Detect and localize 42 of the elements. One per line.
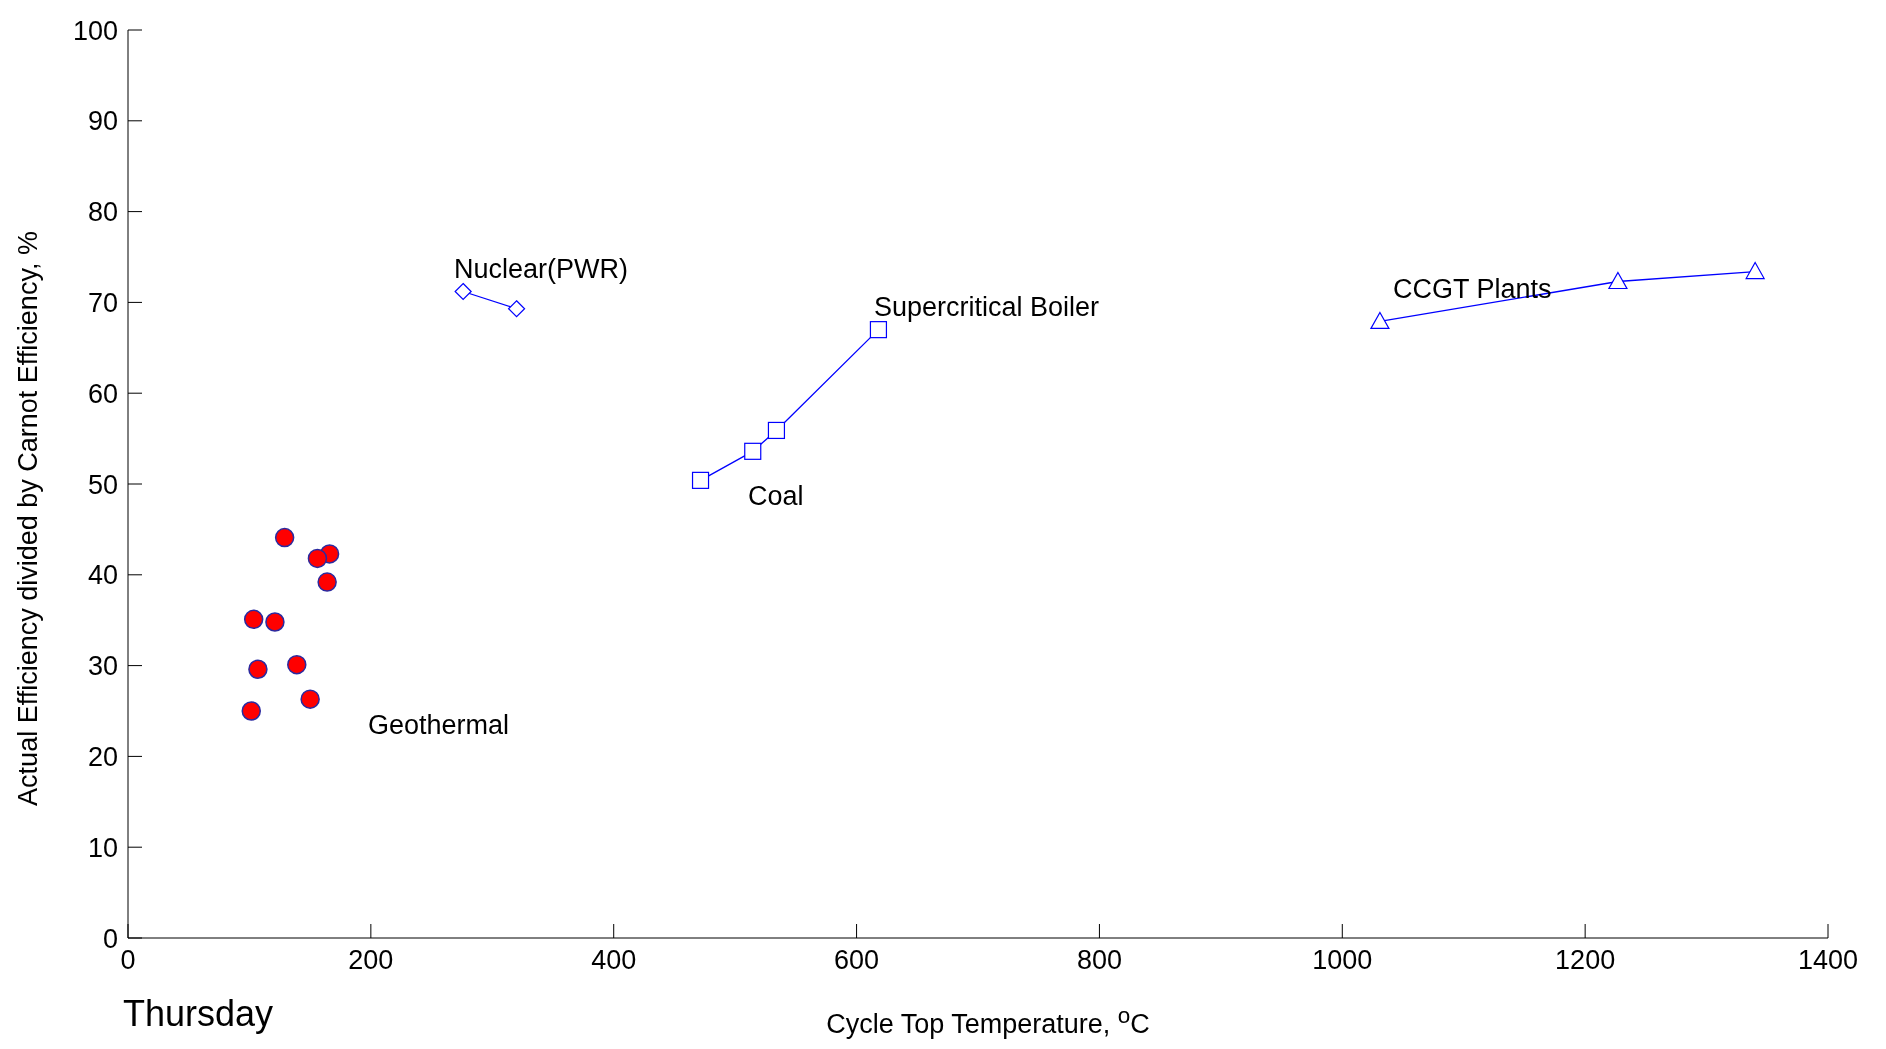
y-tick-label: 80 <box>87 197 118 228</box>
point <box>1370 311 1390 330</box>
x-tick-label: 600 <box>834 945 880 976</box>
text: Thursday <box>123 993 274 1035</box>
point <box>265 612 285 632</box>
y-tick-label: 10 <box>87 832 118 863</box>
point <box>307 548 328 569</box>
y-tick-label: 70 <box>87 287 118 318</box>
point <box>300 689 320 709</box>
point <box>1745 261 1765 280</box>
point <box>1608 271 1628 290</box>
x-tick-label: 1200 <box>1555 945 1616 976</box>
point <box>744 442 762 460</box>
y-tick-label: 0 <box>102 923 118 954</box>
y-tick-label: 50 <box>87 469 118 500</box>
annotation: Nuclear(PWR) <box>454 254 629 285</box>
point <box>287 654 307 675</box>
y-tick-label: 20 <box>87 741 118 772</box>
x-tick-label: 200 <box>348 945 394 976</box>
point <box>869 321 888 339</box>
x-tick-label: 800 <box>1076 945 1122 976</box>
point <box>248 659 268 679</box>
annotation: Supercritical Boiler <box>874 292 1100 323</box>
x-axis-title: Cycle Top Temperature, $^{o}$C <box>825 1003 1151 1040</box>
point <box>317 572 337 592</box>
x-tick-label: 1000 <box>1312 945 1373 976</box>
x-tick-label: 1400 <box>1797 945 1859 976</box>
annotation: Geothermal <box>368 710 510 741</box>
point <box>274 527 295 548</box>
y-tick-label: 30 <box>87 651 118 682</box>
y-axis-title: Actual Efficiency divided by Carnot Efficiency, % <box>12 230 44 806</box>
y-tick-label: 40 <box>87 560 118 591</box>
point <box>691 471 710 489</box>
y-tick-label: 90 <box>87 106 118 137</box>
point <box>767 421 786 440</box>
annotation: CCGT Plants <box>1393 274 1552 305</box>
y-tick-label: 100 <box>72 15 118 46</box>
annotation: Coal <box>748 481 804 512</box>
y-tick-label: 60 <box>87 378 118 409</box>
point <box>241 701 261 721</box>
x-tick-label: 400 <box>591 945 637 976</box>
point <box>243 609 264 630</box>
